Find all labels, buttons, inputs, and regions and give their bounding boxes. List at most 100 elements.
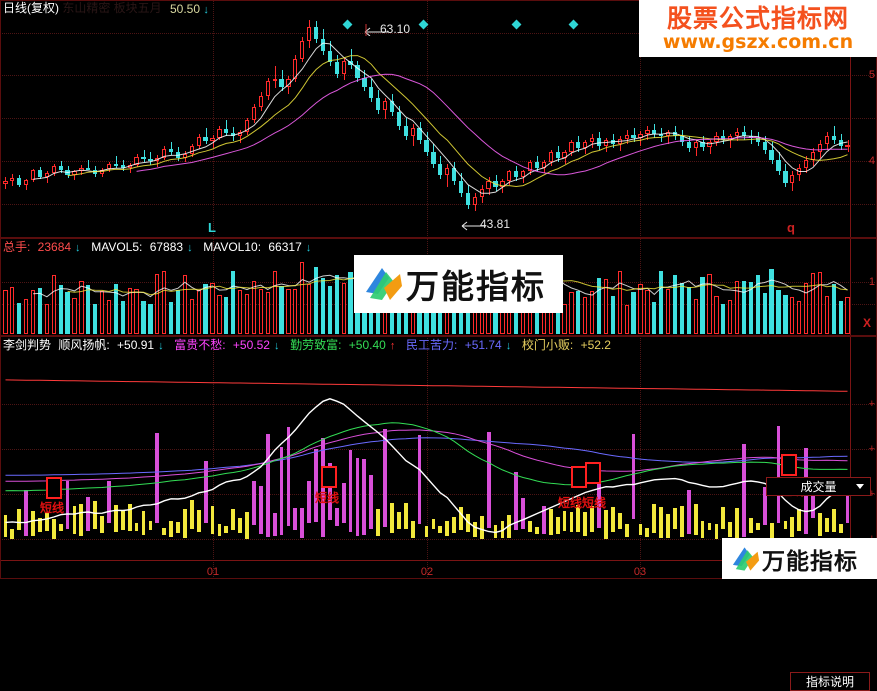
candle-body [37,170,43,178]
volume-bar [776,290,781,334]
indicator-help-button[interactable]: 指标说明 [790,672,870,691]
indicator-bar [472,521,477,537]
indicator-bar [286,427,291,526]
price-top-value-arrow: ↓ [203,4,209,16]
candle-body [465,193,471,206]
volume-bar [24,299,29,334]
indicator-bar [376,509,381,536]
indicator-bar [638,524,643,535]
candle-body [548,151,553,162]
indicator-bar [417,434,422,525]
signal-box [46,477,62,499]
candle-body [58,165,63,171]
indicator-bar [438,525,443,534]
indicator-bar [113,504,118,533]
candle-wick [274,66,276,89]
candle-body [17,178,22,186]
volume-bar [721,304,726,334]
candle-body [168,148,174,152]
volume-indicator-dropdown[interactable]: 成交量 [766,477,871,496]
volume-bar [797,300,802,334]
volume-bar [217,295,222,334]
candle-body [313,26,319,39]
candle-body [237,131,243,136]
indicator-bar [824,517,829,532]
indicator-bar [728,521,733,537]
volume-bar [741,280,747,334]
candle-body [403,125,408,136]
candle-body [734,131,740,136]
volume-bar [141,300,146,334]
candle-body [51,165,56,174]
volume-bar [113,283,119,334]
legend-item: 民工苦力: [406,338,461,352]
watermark-bottom-right: 万能指标 [722,538,877,579]
indicator-bar [79,504,84,536]
candle-body [527,161,533,172]
volume-bar [168,301,174,334]
candle-body [721,135,726,140]
indicator-bar [217,523,222,537]
indicator-bar [127,503,132,531]
candle-body [369,87,374,99]
candle-body [831,135,836,140]
indicator-plot-area[interactable]: 短线短线短线短线短线 [2,354,851,561]
candle-body [645,129,650,134]
legend-item: 顺风扬帆: [58,338,114,352]
x-tick-03: 03 [633,566,647,578]
volume-bar [224,297,229,334]
volume-bar [748,282,754,334]
candle-body [382,101,388,111]
volume-bar [672,274,678,334]
brand-logo-icon [732,546,760,571]
candle-body [417,127,422,140]
indicator-bar [500,521,505,538]
indicator-ytick-0: + [868,398,875,410]
down-arrow-icon: ↓ [187,242,193,254]
down-arrow-icon: ↓ [158,340,164,352]
volume-bar [603,279,609,334]
indicator-bar [31,511,35,537]
indicator-bar [93,501,98,530]
volume-bar [30,289,36,334]
candle-body [175,151,181,158]
legend-value: +52.2 [580,338,611,352]
candle-body [652,129,657,134]
indicator-bar [624,524,629,537]
legend-value: 67883 [149,240,184,254]
volume-bar [610,295,615,334]
candle-body [624,134,629,139]
candle-body [24,180,29,186]
indicator-bar [569,512,574,532]
indicator-bar [666,513,670,539]
volume-bar [562,304,567,334]
candle-body [3,181,8,185]
indicator-bar [231,508,236,530]
candle-body [93,169,98,175]
volume-bar [134,288,139,334]
candle-body [134,156,139,165]
candle-body [659,133,664,136]
indicator-bar [755,523,760,530]
candle-body [355,65,360,79]
volume-bar [37,288,43,334]
volume-bar [237,290,243,334]
candle-body [44,173,49,178]
indicator-bar [459,507,463,530]
volume-bar [148,304,153,334]
volume-bar [341,282,346,334]
volume-bar [127,288,132,334]
candle-body [231,132,236,136]
candle-body [293,58,298,80]
indicator-ytick-1: + [868,443,875,455]
indicator-bar [314,448,318,522]
candle-body [824,135,829,144]
watermark-site-name: 股票公式指标网 [666,3,849,33]
volume-bar [845,297,850,334]
volume-bar [686,286,691,334]
candle-body [500,181,505,188]
volume-bar [120,301,125,334]
candle-body [700,141,705,147]
legend-value: 66317 [268,240,302,254]
candle-body [320,38,326,51]
